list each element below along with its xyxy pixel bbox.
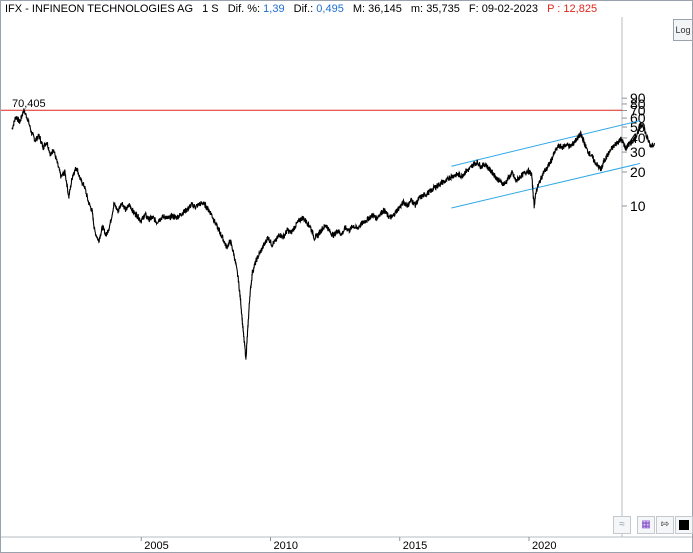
min-value: 35,735 bbox=[426, 3, 460, 15]
dif-pct-value: 1,39 bbox=[263, 3, 285, 15]
chart-header: IFX - INFINEON TECHNOLOGIES AG 1 S Dif. … bbox=[5, 3, 597, 19]
log-scale-button[interactable]: Log bbox=[673, 19, 693, 41]
trend-channel bbox=[451, 120, 641, 209]
price-series-line bbox=[11, 108, 655, 360]
max-label: M: bbox=[352, 3, 366, 15]
x-axis-ticks: 2005 2010 2015 2020 bbox=[140, 537, 556, 552]
y-tick-label: 20 bbox=[630, 164, 646, 180]
wave-icon[interactable]: ≈ bbox=[613, 516, 631, 534]
date-value: 09-02-2023 bbox=[481, 3, 539, 15]
symbol-name: IFX - INFINEON TECHNOLOGIES AG bbox=[5, 3, 194, 15]
x-tick-label: 2020 bbox=[532, 540, 556, 552]
y-tick-label: 80 bbox=[630, 96, 646, 112]
p-label: P : bbox=[547, 3, 561, 15]
y-tick-label: 40 bbox=[630, 130, 646, 146]
channel-upper-line bbox=[451, 120, 641, 167]
y-tick-label: 30 bbox=[630, 144, 646, 160]
p-value: 12,825 bbox=[563, 3, 598, 15]
save-icon[interactable]: ▦ bbox=[637, 516, 655, 534]
y-tick-label: 50 bbox=[630, 119, 646, 135]
date-label: F: bbox=[468, 3, 479, 15]
dif-label: Dif.: bbox=[293, 3, 314, 15]
y-tick-label: 10 bbox=[630, 198, 646, 214]
x-tick-label: 2015 bbox=[403, 540, 427, 552]
period: 1 S bbox=[202, 3, 219, 15]
dif-pct-label: Dif. %: bbox=[227, 3, 261, 15]
dif-value: 0,495 bbox=[316, 3, 344, 15]
fill-square-icon[interactable] bbox=[675, 516, 693, 534]
y-tick-label: 90 bbox=[630, 90, 646, 106]
x-tick-label: 2005 bbox=[144, 540, 168, 552]
y-tick-label: 70 bbox=[630, 103, 646, 119]
pin-icon[interactable]: ⇰ bbox=[656, 516, 674, 534]
min-label: m: bbox=[410, 3, 424, 15]
x-tick-label: 2010 bbox=[274, 540, 298, 552]
max-value: 36,145 bbox=[368, 3, 402, 15]
max-value-label: 70,405 bbox=[12, 98, 46, 110]
channel-lower-line bbox=[451, 162, 641, 209]
